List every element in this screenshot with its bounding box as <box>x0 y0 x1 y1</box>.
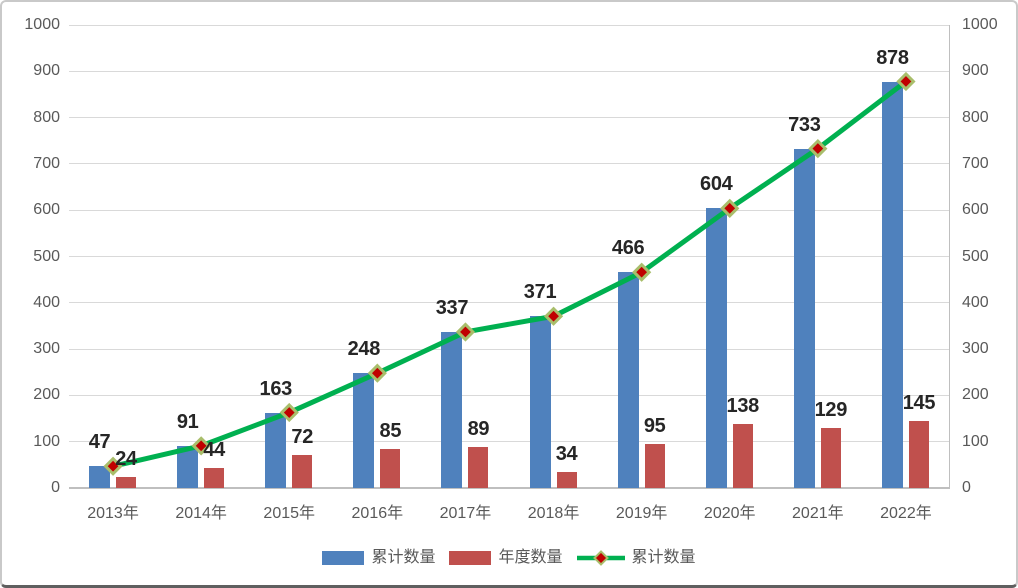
y-tick-left: 600 <box>33 201 60 219</box>
cumulative-bar <box>441 331 463 488</box>
legend-item: 年度数量 <box>449 548 563 568</box>
annual-value-label: 85 <box>379 419 402 442</box>
cumulative-bar <box>617 272 639 488</box>
cumulative-value-label: 91 <box>176 410 199 433</box>
x-tick-label: 2017年 <box>439 505 492 522</box>
annual-value-label: 72 <box>291 425 314 448</box>
cumulative-value-label: 878 <box>876 46 909 69</box>
secondary-axis-line <box>949 25 950 488</box>
diamond-marker <box>632 262 652 282</box>
legend-diamond-marker <box>592 550 609 566</box>
diamond-marker <box>367 363 387 383</box>
y-tick-right: 100 <box>962 432 989 450</box>
y-tick-right: 500 <box>962 247 989 265</box>
y-tick-left: 300 <box>33 340 60 358</box>
cumulative-line <box>110 78 909 469</box>
x-tick-label: 2022年 <box>880 505 932 522</box>
legend-label: 累计数量 <box>631 549 696 566</box>
diamond-marker <box>896 71 916 92</box>
y-tick-left: 200 <box>33 386 60 404</box>
y-tick-left: 100 <box>33 432 60 450</box>
cumulative-value-label: 163 <box>259 377 293 400</box>
annual-value-label: 95 <box>643 415 666 438</box>
y-tick-right: 300 <box>962 340 989 358</box>
cumulative-value-label: 604 <box>700 173 733 196</box>
x-tick-label: 2020年 <box>703 505 756 522</box>
cumulative-value-label: 466 <box>611 237 645 260</box>
legend-label: 年度数量 <box>498 549 563 566</box>
cumulative-value-label: 248 <box>347 338 381 361</box>
diamond-marker <box>720 198 740 218</box>
y-tick-left: 800 <box>33 108 60 126</box>
legend-item: 累计数量 <box>322 548 435 568</box>
y-tick-left: 700 <box>33 154 60 172</box>
cumulative-bar <box>177 445 199 488</box>
legend-swatch-bar <box>322 551 365 565</box>
annual-bar <box>292 454 313 488</box>
x-tick-label: 2015年 <box>263 505 316 522</box>
annual-bar <box>204 467 225 488</box>
y-tick-left: 0 <box>51 479 60 496</box>
cumulative-bar <box>705 208 727 488</box>
cumulative-bar <box>881 81 903 488</box>
legend-label: 累计数量 <box>371 549 436 566</box>
y-tick-right: 800 <box>962 108 989 126</box>
x-tick-label: 2014年 <box>175 505 227 522</box>
cumulative-value-label: 337 <box>435 296 469 319</box>
annual-value-label: 44 <box>203 438 225 461</box>
annual-value-label: 34 <box>555 443 578 466</box>
cumulative-value-label: 47 <box>88 431 111 454</box>
y-tick-left: 900 <box>33 62 60 80</box>
cumulative-bar <box>353 373 375 488</box>
y-tick-left: 500 <box>33 247 60 265</box>
annual-bar <box>644 444 665 488</box>
annual-bar <box>380 448 401 488</box>
y-tick-right: 0 <box>962 479 971 496</box>
legend-swatch-bar <box>449 551 492 565</box>
annual-bar <box>820 428 841 488</box>
annual-bar <box>732 424 753 488</box>
y-tick-left: 400 <box>33 293 60 311</box>
cumulative-bar <box>89 466 111 488</box>
annual-value-label: 138 <box>726 395 760 418</box>
x-tick-label: 2013年 <box>87 505 139 522</box>
diamond-marker <box>808 138 828 159</box>
legend: 累计数量 年度数量 累计数量 <box>2 548 1016 568</box>
cumulative-value-label: 371 <box>523 281 557 304</box>
x-tick-label: 2021年 <box>792 505 844 522</box>
cumulative-bar <box>529 316 551 488</box>
legend-swatch-line <box>576 550 625 566</box>
annual-bar <box>556 472 577 488</box>
annual-value-label: 24 <box>115 447 137 470</box>
y-tick-right: 900 <box>962 62 989 80</box>
annual-bar <box>468 446 489 488</box>
x-tick-label: 2018年 <box>527 505 580 522</box>
annual-bar <box>116 476 137 488</box>
y-tick-right: 1000 <box>962 16 998 33</box>
y-tick-right: 700 <box>962 154 989 172</box>
x-tick-label: 2019年 <box>615 505 668 522</box>
diamond-marker <box>103 456 123 476</box>
diamond-marker <box>279 402 299 423</box>
cumulative-bar <box>793 148 815 488</box>
annual-value-label: 129 <box>814 399 848 422</box>
annual-value-label: 89 <box>467 417 490 440</box>
diamond-marker <box>191 436 211 456</box>
cumulative-value-label: 733 <box>788 113 821 136</box>
y-tick-right: 200 <box>962 386 989 404</box>
annual-bar <box>908 420 929 488</box>
diamond-marker <box>455 322 476 342</box>
diamond-marker <box>543 306 564 326</box>
y-tick-left: 1000 <box>24 16 60 33</box>
y-tick-right: 600 <box>962 201 989 219</box>
plot-area: 47 24 91 44 163 72 248 85 337 89 371 34 466 95 604 138 7… <box>69 24 950 489</box>
legend-item: 累计数量 <box>576 548 696 568</box>
cumulative-bar <box>265 412 287 488</box>
x-tick-label: 2016年 <box>351 505 404 522</box>
y-tick-right: 400 <box>962 293 989 311</box>
line-series-layer <box>103 71 916 476</box>
annual-value-label: 145 <box>902 391 936 414</box>
